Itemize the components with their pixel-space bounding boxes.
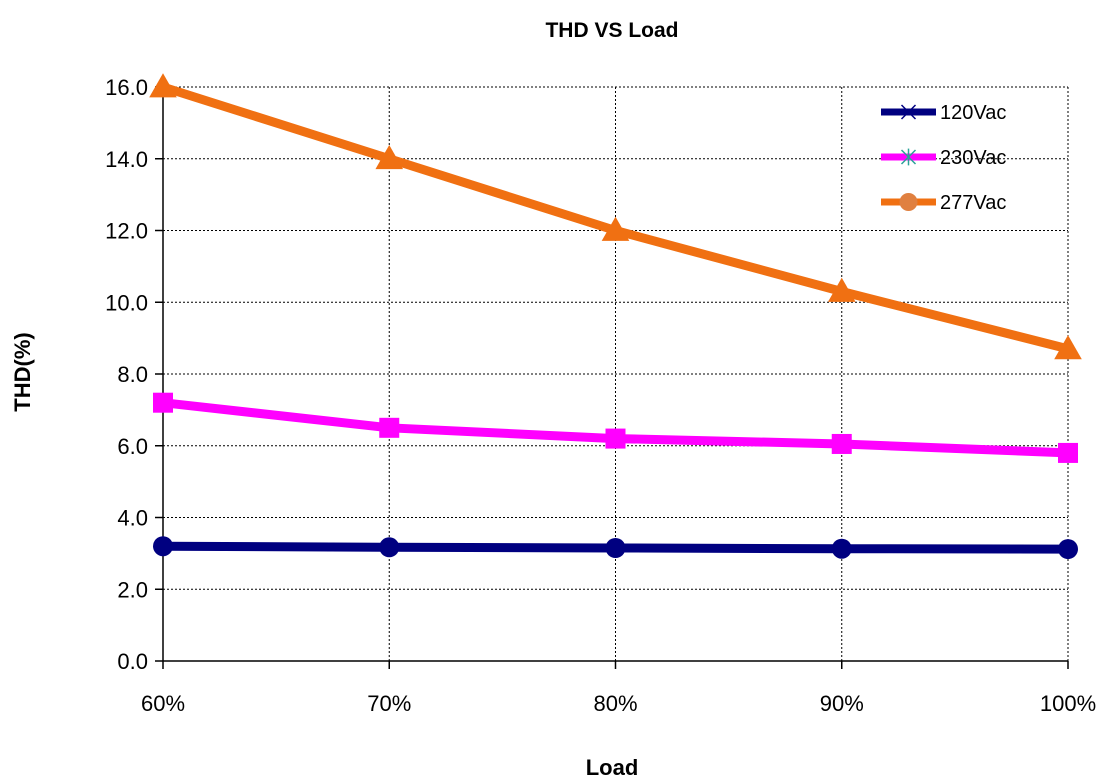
data-point [153, 392, 173, 413]
series-277Vac [149, 73, 1082, 360]
data-point [605, 537, 626, 558]
data-point [601, 216, 630, 241]
chart-title: THD VS Load [545, 19, 678, 42]
series-230Vac [153, 392, 1078, 463]
legend-marker [899, 193, 918, 211]
x-axis-label: Load [586, 755, 639, 780]
legend-item: 230Vac [881, 147, 1006, 169]
x-tick-label: 100% [1040, 691, 1096, 716]
x-tick-label: 60% [141, 691, 185, 716]
axes [155, 86, 1069, 669]
y-tick-label: 2.0 [117, 577, 148, 602]
grid [163, 86, 1069, 661]
tick-labels: 0.0 2.0 4.0 6.0 8.0 10.0 12.0 14.0 16.0 60% 70% 80%… [105, 75, 1096, 716]
data-point [149, 73, 177, 98]
legend-label: 120Vac [940, 102, 1006, 124]
series-120Vac [153, 536, 1078, 560]
y-tick-label: 4.0 [117, 506, 148, 531]
data-point [379, 537, 400, 558]
data-point [379, 417, 400, 438]
x-tick-label: 80% [593, 691, 637, 716]
data-point [1054, 335, 1082, 360]
y-tick-label: 14.0 [105, 147, 148, 172]
data-point [1058, 539, 1078, 560]
x-tick-label: 90% [820, 691, 864, 716]
y-axis-label: THD(%) [10, 332, 35, 411]
y-tick-label: 16.0 [105, 75, 148, 100]
y-tick-label: 0.0 [117, 649, 148, 674]
y-tick-label: 10.0 [105, 290, 148, 315]
legend-label: 277Vac [940, 192, 1006, 214]
data-point [831, 538, 852, 559]
data-point [1058, 442, 1078, 463]
legend: 120Vac 230Vac 277Vac [881, 102, 1006, 214]
legend-marker [900, 148, 917, 166]
legend-label: 230Vac [940, 147, 1006, 169]
legend-item: 277Vac [881, 192, 1006, 214]
data-point [605, 428, 626, 449]
y-tick-label: 6.0 [117, 434, 148, 459]
y-tick-label: 8.0 [117, 362, 148, 387]
y-tick-label: 12.0 [105, 219, 148, 244]
data-point [831, 433, 852, 454]
legend-item: 120Vac [881, 102, 1006, 124]
series-layer [149, 73, 1082, 560]
x-tick-label: 70% [367, 691, 411, 716]
data-point [827, 277, 856, 302]
data-point [153, 536, 173, 557]
data-point [375, 144, 404, 170]
legend-marker [900, 104, 917, 120]
